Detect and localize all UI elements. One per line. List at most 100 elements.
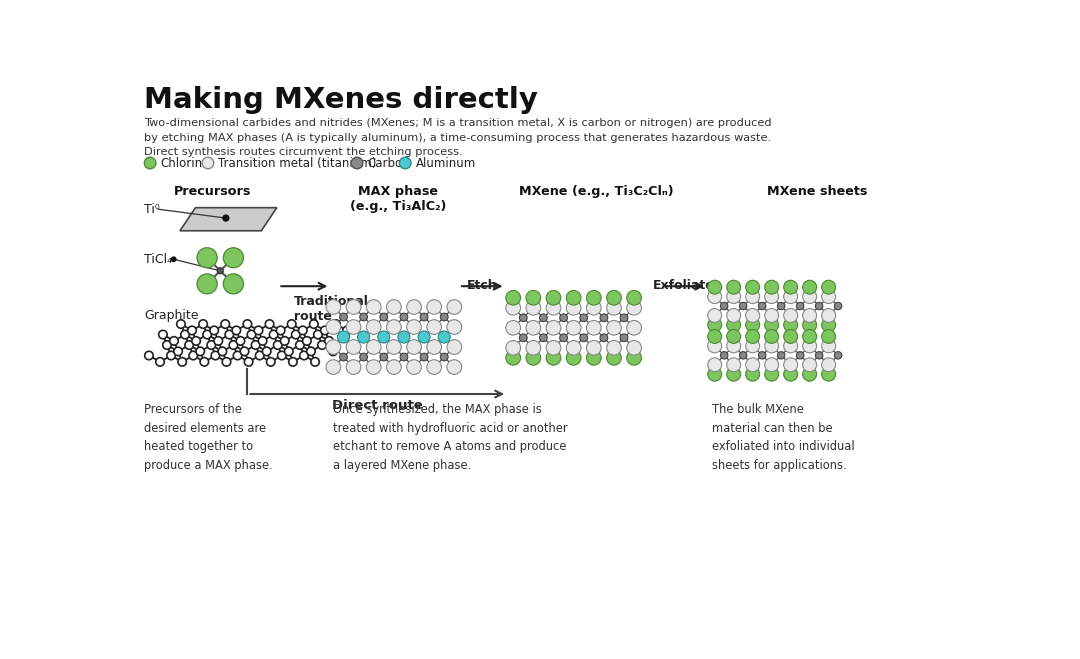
Circle shape [199, 320, 207, 328]
Circle shape [380, 313, 388, 321]
Text: Chlorine: Chlorine [161, 156, 210, 169]
Circle shape [745, 308, 759, 322]
Circle shape [620, 314, 627, 322]
Circle shape [380, 353, 388, 361]
Circle shape [505, 291, 521, 305]
Circle shape [566, 301, 581, 315]
Circle shape [252, 341, 260, 349]
Circle shape [745, 358, 759, 372]
Circle shape [802, 330, 816, 343]
Circle shape [607, 291, 621, 305]
Circle shape [505, 320, 521, 335]
Circle shape [188, 326, 197, 335]
Text: Ti⁰: Ti⁰ [145, 203, 160, 215]
Circle shape [727, 330, 741, 343]
Text: Once synthesized, the MAX phase is
treated with hydrofluoric acid or another
etc: Once synthesized, the MAX phase is treat… [334, 403, 568, 472]
Circle shape [765, 308, 779, 322]
Circle shape [607, 351, 621, 365]
Circle shape [233, 351, 242, 360]
Circle shape [802, 280, 816, 294]
Circle shape [626, 351, 642, 365]
Circle shape [727, 358, 741, 372]
Circle shape [387, 320, 401, 334]
Text: Traditional
route: Traditional route [294, 295, 368, 324]
Circle shape [310, 320, 319, 328]
Circle shape [519, 314, 527, 322]
Circle shape [366, 340, 381, 355]
Circle shape [281, 337, 289, 345]
Circle shape [189, 351, 198, 360]
Circle shape [447, 320, 461, 334]
Circle shape [745, 367, 759, 381]
Circle shape [727, 308, 741, 322]
Circle shape [210, 326, 218, 335]
Circle shape [546, 320, 561, 335]
Circle shape [203, 330, 212, 339]
Circle shape [262, 347, 271, 356]
Circle shape [351, 158, 363, 169]
Circle shape [387, 300, 401, 314]
Circle shape [237, 337, 245, 345]
Circle shape [740, 352, 747, 359]
Circle shape [580, 334, 588, 341]
Circle shape [707, 339, 721, 353]
Circle shape [586, 320, 602, 335]
Circle shape [197, 248, 217, 268]
Circle shape [566, 341, 581, 355]
Circle shape [765, 290, 779, 304]
Circle shape [178, 358, 187, 366]
Circle shape [505, 301, 521, 315]
Circle shape [224, 248, 243, 268]
Circle shape [765, 339, 779, 353]
Circle shape [784, 308, 798, 322]
Circle shape [307, 347, 315, 356]
Circle shape [796, 302, 804, 310]
Circle shape [796, 352, 804, 359]
Circle shape [727, 367, 741, 381]
Circle shape [438, 331, 450, 343]
Circle shape [145, 351, 153, 360]
Circle shape [526, 341, 541, 355]
Circle shape [347, 320, 361, 334]
Circle shape [221, 320, 230, 328]
Circle shape [580, 314, 588, 322]
Circle shape [745, 290, 759, 304]
Circle shape [802, 308, 816, 322]
Circle shape [784, 358, 798, 372]
Circle shape [156, 358, 164, 366]
Circle shape [326, 300, 341, 314]
Circle shape [620, 334, 627, 341]
Circle shape [218, 347, 227, 356]
Circle shape [447, 360, 461, 374]
Circle shape [727, 339, 741, 353]
Circle shape [200, 358, 208, 366]
Circle shape [707, 290, 721, 304]
Circle shape [180, 330, 189, 339]
Circle shape [202, 158, 214, 169]
Circle shape [407, 300, 421, 314]
Circle shape [256, 351, 264, 360]
Circle shape [745, 280, 759, 294]
Circle shape [258, 337, 267, 345]
Circle shape [802, 339, 816, 353]
Circle shape [378, 331, 390, 343]
Text: Direct route: Direct route [332, 399, 422, 412]
Circle shape [546, 291, 561, 305]
Circle shape [765, 280, 779, 294]
Text: MAX phase
(e.g., Ti₃AlC₂): MAX phase (e.g., Ti₃AlC₂) [350, 185, 447, 213]
Circle shape [347, 300, 361, 314]
Circle shape [778, 302, 785, 310]
Circle shape [607, 301, 621, 315]
Circle shape [232, 326, 241, 335]
Circle shape [784, 330, 798, 343]
Circle shape [540, 334, 548, 341]
Circle shape [387, 340, 401, 355]
Circle shape [311, 358, 320, 366]
Circle shape [407, 360, 421, 374]
Text: The bulk MXene
material can then be
exfoliated into individual
sheets for applic: The bulk MXene material can then be exfo… [713, 403, 855, 472]
Circle shape [586, 291, 602, 305]
Circle shape [357, 331, 369, 343]
Circle shape [326, 320, 341, 334]
Circle shape [222, 358, 231, 366]
Circle shape [745, 318, 759, 332]
